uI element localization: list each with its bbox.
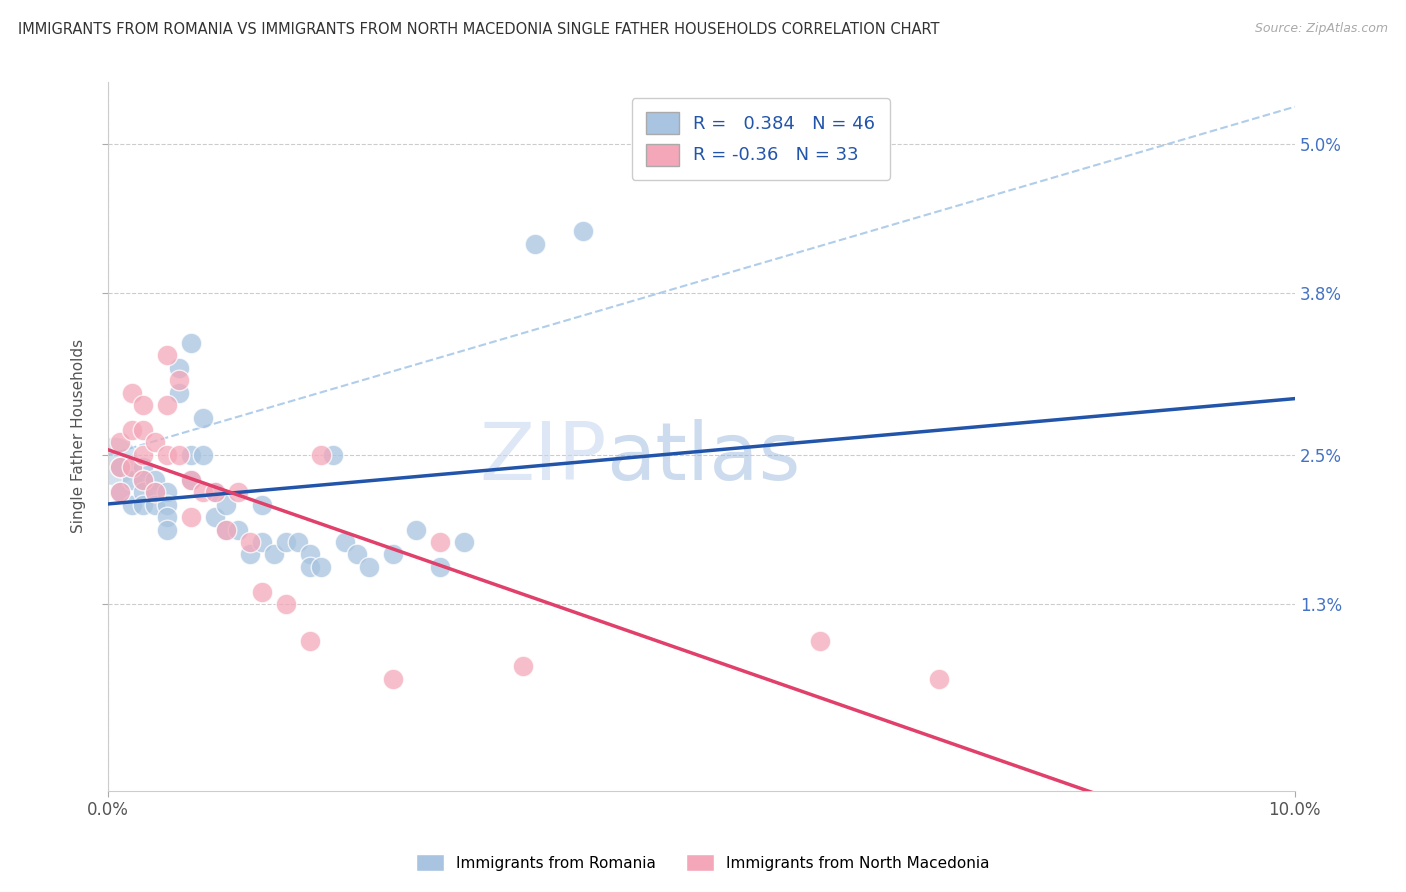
Point bbox=[180, 473, 202, 487]
Point bbox=[108, 485, 131, 500]
Point bbox=[239, 535, 262, 549]
Point bbox=[132, 485, 155, 500]
Point bbox=[143, 435, 166, 450]
Point bbox=[274, 535, 297, 549]
Point bbox=[121, 385, 143, 400]
Point bbox=[143, 473, 166, 487]
Point bbox=[132, 498, 155, 512]
Point bbox=[156, 523, 179, 537]
Point bbox=[381, 672, 404, 686]
Point bbox=[287, 535, 309, 549]
Point bbox=[215, 523, 238, 537]
Point bbox=[250, 535, 273, 549]
Point bbox=[156, 485, 179, 500]
Point bbox=[298, 547, 321, 561]
Point bbox=[215, 498, 238, 512]
Point bbox=[108, 485, 131, 500]
Point bbox=[311, 448, 333, 462]
Point bbox=[322, 448, 344, 462]
Point bbox=[524, 236, 547, 251]
Point bbox=[132, 448, 155, 462]
Legend: Immigrants from Romania, Immigrants from North Macedonia: Immigrants from Romania, Immigrants from… bbox=[411, 848, 995, 877]
Legend: R =   0.384   N = 46, R = -0.36   N = 33: R = 0.384 N = 46, R = -0.36 N = 33 bbox=[631, 98, 890, 180]
Point bbox=[191, 485, 214, 500]
Point bbox=[808, 634, 831, 648]
Point bbox=[250, 498, 273, 512]
Point bbox=[156, 498, 179, 512]
Point bbox=[346, 547, 368, 561]
Point bbox=[239, 547, 262, 561]
Point bbox=[429, 559, 451, 574]
Point bbox=[121, 423, 143, 437]
Point bbox=[167, 448, 190, 462]
Point bbox=[429, 535, 451, 549]
Point bbox=[143, 498, 166, 512]
Point bbox=[180, 473, 202, 487]
Point bbox=[335, 535, 357, 549]
Point bbox=[132, 460, 155, 475]
Point bbox=[167, 373, 190, 387]
Point bbox=[228, 485, 250, 500]
Point bbox=[132, 398, 155, 412]
Point bbox=[405, 523, 427, 537]
Point bbox=[143, 485, 166, 500]
Point bbox=[215, 523, 238, 537]
Point bbox=[156, 448, 179, 462]
Point bbox=[274, 597, 297, 611]
Point bbox=[156, 398, 179, 412]
Point bbox=[180, 448, 202, 462]
Point bbox=[298, 634, 321, 648]
Point bbox=[132, 473, 155, 487]
Point bbox=[311, 559, 333, 574]
Point bbox=[381, 547, 404, 561]
Point bbox=[204, 485, 226, 500]
Point bbox=[250, 584, 273, 599]
Point bbox=[204, 485, 226, 500]
Point bbox=[298, 559, 321, 574]
Point bbox=[512, 659, 534, 673]
Text: atlas: atlas bbox=[606, 418, 800, 497]
Point bbox=[108, 435, 131, 450]
Point bbox=[108, 460, 131, 475]
Text: ZIP: ZIP bbox=[479, 418, 606, 497]
Point bbox=[180, 510, 202, 524]
Point bbox=[103, 454, 125, 468]
Point bbox=[156, 348, 179, 362]
Point bbox=[928, 672, 950, 686]
Point bbox=[121, 460, 143, 475]
Point bbox=[191, 410, 214, 425]
Point bbox=[228, 523, 250, 537]
Point bbox=[180, 336, 202, 351]
Point bbox=[167, 360, 190, 375]
Point bbox=[121, 473, 143, 487]
Point bbox=[571, 224, 593, 238]
Point bbox=[143, 485, 166, 500]
Text: Source: ZipAtlas.com: Source: ZipAtlas.com bbox=[1254, 22, 1388, 36]
Point bbox=[167, 385, 190, 400]
Point bbox=[132, 473, 155, 487]
Point bbox=[121, 498, 143, 512]
Point bbox=[132, 423, 155, 437]
Point bbox=[453, 535, 475, 549]
Text: IMMIGRANTS FROM ROMANIA VS IMMIGRANTS FROM NORTH MACEDONIA SINGLE FATHER HOUSEHO: IMMIGRANTS FROM ROMANIA VS IMMIGRANTS FR… bbox=[18, 22, 939, 37]
Point bbox=[357, 559, 380, 574]
Point bbox=[204, 510, 226, 524]
Point bbox=[156, 510, 179, 524]
Y-axis label: Single Father Households: Single Father Households bbox=[72, 339, 86, 533]
Point bbox=[191, 448, 214, 462]
Point bbox=[108, 460, 131, 475]
Point bbox=[263, 547, 285, 561]
